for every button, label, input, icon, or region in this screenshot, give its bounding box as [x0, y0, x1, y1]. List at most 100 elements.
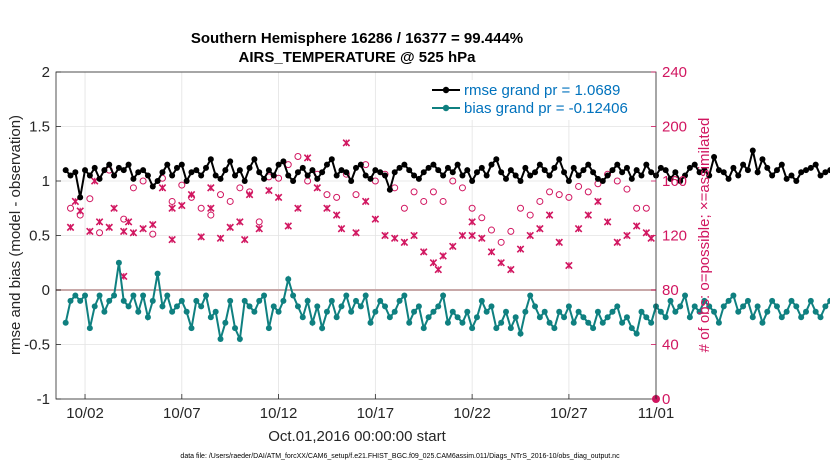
- obs-assimilated-marker: [95, 218, 104, 226]
- obs-assimilated-marker: [390, 234, 399, 242]
- bias-point: [159, 303, 166, 310]
- bias-point: [319, 325, 326, 332]
- rmse-point: [672, 169, 679, 176]
- bias-point: [198, 303, 205, 310]
- obs-assimilated-marker: [129, 229, 138, 237]
- bias-point: [483, 308, 490, 315]
- bias-point: [367, 319, 374, 326]
- obs-assimilated-marker: [337, 224, 346, 233]
- bias-point: [725, 297, 732, 304]
- legend-rmse-label: rmse grand pr = 1.0689: [464, 82, 620, 99]
- bias-point: [744, 297, 751, 304]
- bias-point: [227, 297, 234, 304]
- rmse-point: [667, 175, 674, 182]
- obs-assimilated-marker: [207, 204, 215, 213]
- bias-point: [343, 292, 350, 299]
- bias-point: [299, 314, 306, 321]
- bias-point: [396, 297, 403, 304]
- rmse-point: [135, 169, 142, 176]
- bias-point: [115, 259, 122, 266]
- obs-assimilated-marker: [439, 252, 447, 260]
- rmse-point: [541, 167, 548, 174]
- rmse-point: [648, 169, 655, 176]
- rmse-point: [198, 172, 205, 179]
- bias-point: [778, 314, 785, 321]
- bias-point: [62, 319, 69, 326]
- bias-point: [686, 314, 693, 321]
- obs-assimilated-marker: [187, 190, 196, 199]
- rmse-point: [478, 164, 485, 171]
- obs-assimilated-marker: [119, 227, 128, 236]
- rmse-point: [580, 167, 587, 174]
- chart-title-line-2: AIRS_TEMPERATURE @ 525 hPa: [239, 49, 477, 66]
- bias-point: [178, 297, 185, 304]
- rmse-point: [328, 156, 335, 163]
- bias-point: [769, 297, 776, 304]
- obs-assimilated-marker: [613, 238, 622, 247]
- rmse-point: [101, 167, 108, 174]
- rmse-point: [372, 167, 379, 174]
- bias-point: [372, 308, 379, 315]
- bias-point: [256, 297, 263, 304]
- obs-assimilated-marker: [178, 201, 186, 210]
- obs-possible-marker: [642, 204, 650, 212]
- obs-assimilated-marker: [294, 204, 302, 213]
- y-right-tick-label: 80: [662, 282, 679, 299]
- bias-point: [261, 292, 268, 299]
- bias-point: [493, 325, 500, 332]
- obs-assimilated-marker: [168, 204, 176, 213]
- obs-assimilated-marker: [197, 233, 205, 241]
- obs-assimilated-marker: [240, 235, 249, 244]
- y-left-tick-label: 0: [42, 282, 50, 299]
- bias-point: [759, 319, 766, 326]
- bias-point: [444, 319, 451, 326]
- bias-point: [207, 314, 214, 321]
- rmse-point: [788, 172, 795, 179]
- bias-point: [246, 303, 253, 310]
- obs-possible-marker: [236, 184, 244, 192]
- obs-assimilated-marker: [381, 231, 389, 240]
- bias-point: [565, 303, 572, 310]
- rmse-point: [730, 164, 737, 171]
- obs-assimilated-marker: [584, 211, 593, 219]
- rmse-point: [449, 169, 456, 176]
- obs-assimilated-marker: [449, 242, 457, 251]
- obs-possible-marker: [487, 226, 495, 234]
- bias-point: [546, 319, 553, 326]
- legend: rmse grand pr = 1.0689 bias grand pr = -…: [428, 80, 652, 120]
- obs-assimilated-marker: [284, 222, 293, 230]
- rmse-point: [793, 178, 800, 184]
- y-right-tick-label: 240: [662, 64, 687, 81]
- rmse-point: [459, 172, 466, 179]
- bias-point: [473, 314, 480, 321]
- rmse-point: [507, 167, 514, 174]
- bias-point: [101, 308, 108, 315]
- bias-point: [285, 276, 292, 283]
- obs-assimilated-marker: [303, 154, 312, 162]
- obs-assimilated-marker: [574, 224, 583, 233]
- obs-assimilated-marker: [516, 245, 525, 253]
- bias-point: [406, 319, 413, 326]
- obs-possible-marker: [468, 204, 476, 212]
- rmse-point: [130, 175, 137, 182]
- y-right-tick-label: 0: [662, 391, 670, 408]
- bias-point: [783, 308, 790, 315]
- obs-assimilated-marker: [400, 238, 409, 247]
- bias-point: [338, 303, 345, 310]
- bias-point: [144, 314, 151, 321]
- bias-point: [82, 292, 89, 299]
- y-right-tick-label: 40: [662, 337, 679, 354]
- bias-point: [67, 297, 74, 304]
- obs-assimilated-marker: [226, 223, 234, 232]
- bias-point: [604, 314, 611, 321]
- obs-possible-marker: [400, 204, 408, 212]
- rmse-point: [183, 178, 190, 184]
- rmse-point: [740, 161, 747, 168]
- rmse-point: [711, 154, 718, 161]
- obs-possible-marker: [613, 177, 621, 185]
- rmse-point: [96, 175, 103, 182]
- obs-possible-marker: [139, 177, 147, 185]
- rmse-point: [280, 158, 287, 165]
- bias-point: [357, 303, 364, 310]
- rmse-point: [309, 167, 316, 174]
